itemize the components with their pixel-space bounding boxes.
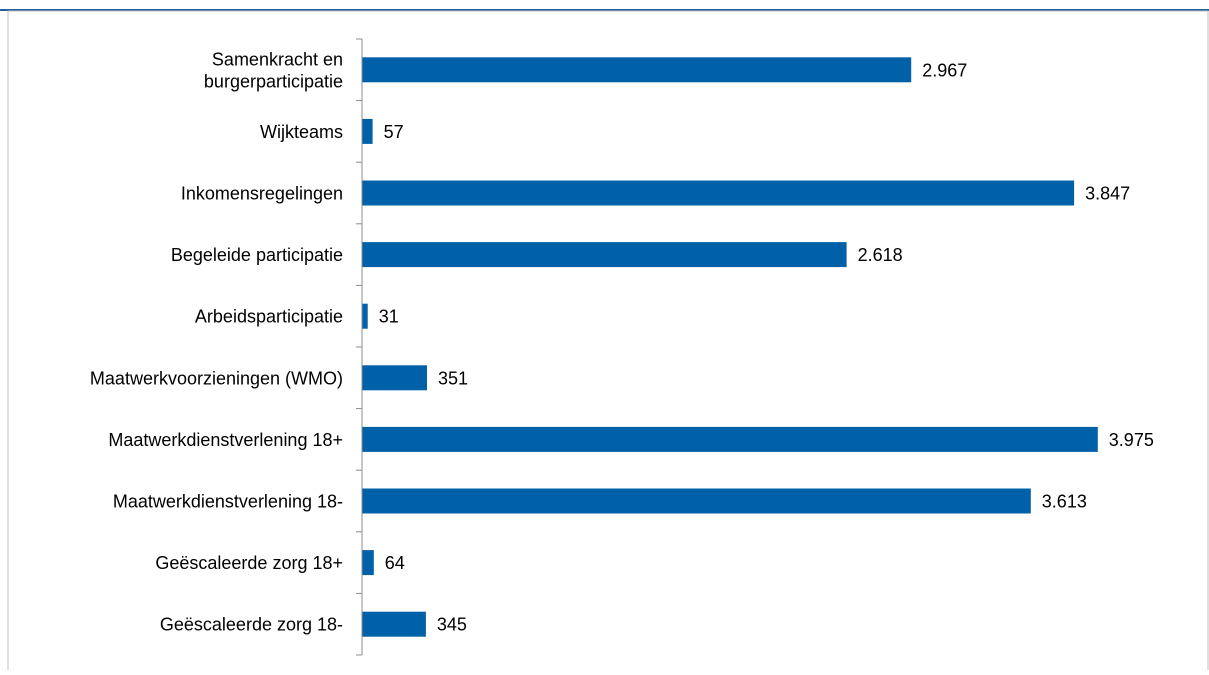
category-label-geescaleerde-zorg-18: Geëscaleerde zorg 18+ [155, 553, 343, 573]
bar-samenkracht-en-burgerparticipatie [362, 57, 912, 83]
category-label-maatwerkdienstverlening-18: Maatwerkdienstverlening 18- [113, 492, 343, 512]
bar-inkomensregelingen [362, 180, 1075, 206]
bars-layer [362, 57, 1098, 637]
bar-maatwerkvoorzieningen-wmo [362, 365, 427, 391]
bar-maatwerkdienstverlening-18 [362, 488, 1031, 514]
category-labels-layer: Samenkracht en burgerparticipatie Wijkteam… [90, 49, 343, 634]
value-label-begeleide-participatie: 2.618 [858, 245, 903, 265]
category-label-maatwerkdienstverlening-18: Maatwerkdienstverlening 18+ [108, 430, 343, 450]
category-label-maatwerkvoorzieningen-wmo: Maatwerkvoorzieningen (WMO) [90, 368, 343, 388]
category-label-geescaleerde-zorg-18: Geëscaleerde zorg 18- [160, 615, 343, 635]
value-label-inkomensregelingen: 3.847 [1085, 184, 1130, 204]
value-label-geescaleerde-zorg-18: 345 [437, 615, 467, 635]
value-label-geescaleerde-zorg-18: 64 [385, 553, 405, 573]
value-label-maatwerkvoorzieningen-wmo: 351 [438, 368, 468, 388]
bar-geescaleerde-zorg-18 [362, 550, 374, 576]
bar-geescaleerde-zorg-18 [362, 611, 426, 637]
category-label-inkomensregelingen: Inkomensregelingen [181, 184, 343, 204]
value-label-maatwerkdienstverlening-18: 3.613 [1042, 492, 1087, 512]
value-label-arbeidsparticipatie: 31 [379, 307, 399, 327]
category-label-begeleide-participatie: Begeleide participatie [171, 245, 343, 265]
value-label-samenkracht-en-burgerparticipatie: 2.967 [922, 60, 967, 80]
category-label-samenkracht-en-burgerparticipatie: Samenkracht en burgerparticipatie [204, 49, 343, 91]
bar-maatwerkdienstverlening-18 [362, 426, 1098, 452]
value-label-wijkteams: 57 [384, 122, 404, 142]
category-axis-layer [356, 38, 363, 656]
bar-wijkteams [362, 118, 373, 144]
bar-arbeidsparticipatie [362, 303, 368, 329]
bar-begeleide-participatie [362, 242, 847, 268]
category-label-arbeidsparticipatie: Arbeidsparticipatie [195, 307, 343, 327]
value-label-maatwerkdienstverlening-18: 3.975 [1109, 430, 1154, 450]
category-label-wijkteams: Wijkteams [260, 122, 343, 142]
value-labels-layer: 2.967 57 3.847 2.618 31 351 3.975 3.613 64 345 [379, 60, 1154, 634]
